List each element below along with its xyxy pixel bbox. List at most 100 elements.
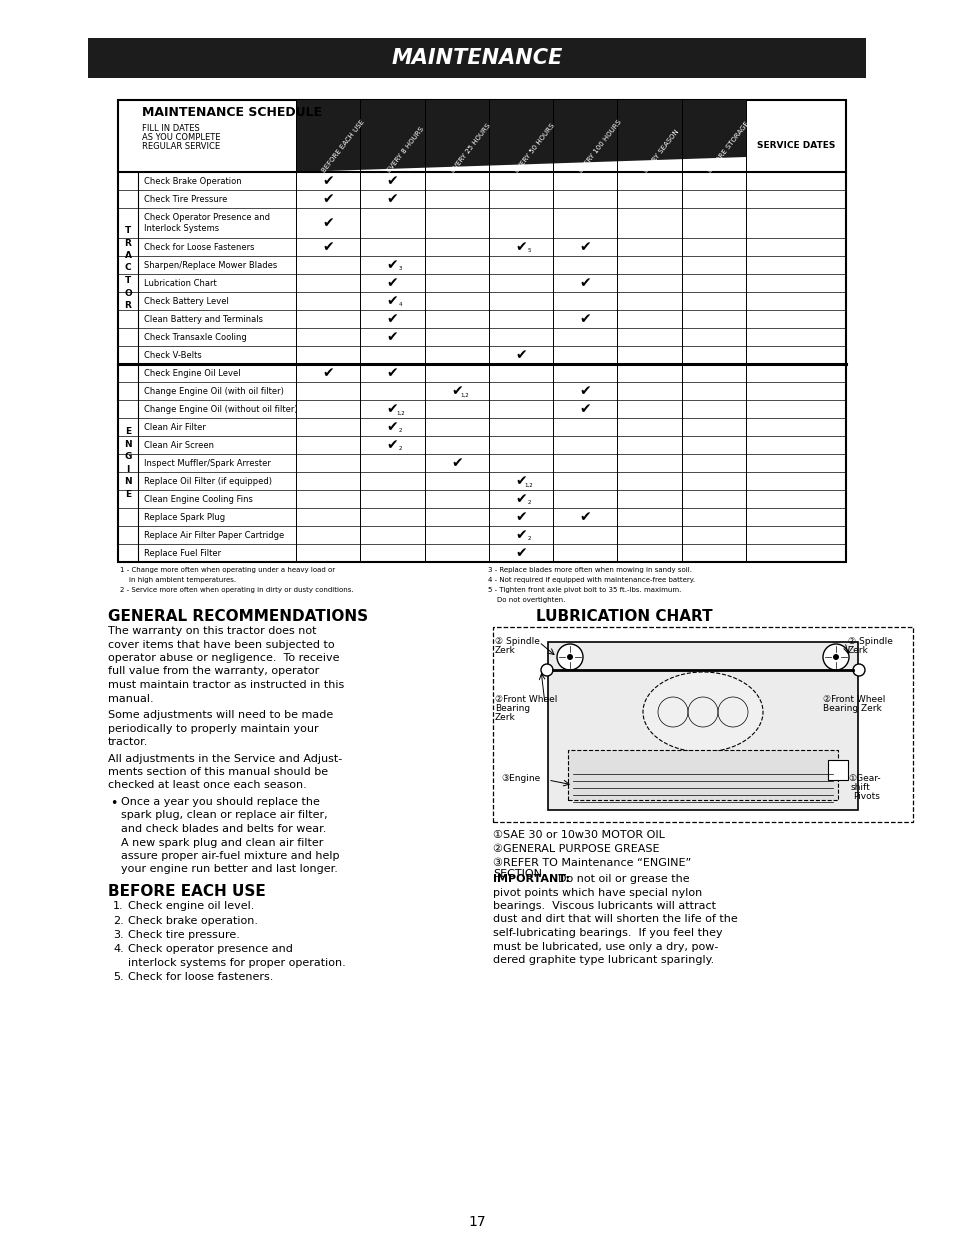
Text: 3: 3 [398, 267, 402, 272]
Bar [547, 642, 857, 810]
Text: Check V-Belts: Check V-Belts [144, 351, 201, 359]
Text: Clean Engine Cooling Fins: Clean Engine Cooling Fins [144, 494, 253, 504]
Text: 4.: 4. [112, 945, 124, 955]
Circle shape [852, 664, 864, 676]
Text: 3 - Replace blades more often when mowing in sandy soil.: 3 - Replace blades more often when mowin… [488, 567, 691, 573]
Text: ①Gear-: ①Gear- [847, 774, 880, 783]
Text: Check Engine Oil Level: Check Engine Oil Level [144, 368, 240, 378]
Text: dust and dirt that will shorten the life of the: dust and dirt that will shorten the life… [493, 914, 737, 925]
Text: ✔: ✔ [578, 403, 591, 416]
Text: ✔: ✔ [386, 275, 397, 290]
Text: ②GENERAL PURPOSE GREASE: ②GENERAL PURPOSE GREASE [493, 844, 659, 853]
Text: ✔: ✔ [578, 275, 591, 290]
Text: Check for loose fasteners.: Check for loose fasteners. [128, 972, 274, 983]
Text: 2: 2 [398, 429, 402, 433]
Text: 4: 4 [398, 303, 402, 308]
Text: T
R
A
C
T
O
R: T R A C T O R [124, 226, 132, 310]
Text: ✔: ✔ [386, 174, 397, 188]
Bar [118, 100, 845, 562]
Text: 2.: 2. [112, 915, 124, 925]
Text: 2 - Service more often when operating in dirty or dusty conditions.: 2 - Service more often when operating in… [120, 587, 354, 593]
Text: ✔: ✔ [515, 474, 526, 488]
Text: Clean Air Filter: Clean Air Filter [144, 422, 206, 431]
Text: BEFORE EACH USE: BEFORE EACH USE [108, 884, 266, 899]
Text: Check tire pressure.: Check tire pressure. [128, 930, 239, 940]
Text: assure proper air-fuel mixture and help: assure proper air-fuel mixture and help [121, 851, 339, 861]
Text: ✔: ✔ [386, 258, 397, 272]
Text: ✔: ✔ [322, 191, 334, 206]
Text: shift: shift [850, 783, 870, 792]
Circle shape [566, 655, 573, 659]
Text: must be lubricated, use only a dry, pow-: must be lubricated, use only a dry, pow- [493, 941, 718, 951]
Text: ✔: ✔ [322, 366, 334, 380]
Text: ✔: ✔ [386, 366, 397, 380]
Text: Change Engine Oil (with oil filter): Change Engine Oil (with oil filter) [144, 387, 284, 395]
Text: Check Brake Operation: Check Brake Operation [144, 177, 241, 185]
Text: ②Front Wheel: ②Front Wheel [495, 695, 557, 704]
Text: Check Battery Level: Check Battery Level [144, 296, 229, 305]
Text: ✔: ✔ [386, 312, 397, 326]
Text: cover items that have been subjected to: cover items that have been subjected to [108, 640, 335, 650]
Text: ✔: ✔ [515, 348, 526, 362]
Text: Replace Fuel Filter: Replace Fuel Filter [144, 548, 221, 557]
Text: ✔: ✔ [386, 191, 397, 206]
Text: 4 - Not required if equipped with maintenance-free battery.: 4 - Not required if equipped with mainte… [488, 577, 695, 583]
Text: Bearing Zerk: Bearing Zerk [822, 704, 881, 713]
Text: ✔: ✔ [386, 438, 397, 452]
Text: ✔: ✔ [515, 546, 526, 559]
Text: MAINTENANCE SCHEDULE: MAINTENANCE SCHEDULE [142, 106, 322, 119]
Text: Check Operator Presence and
Interlock Systems: Check Operator Presence and Interlock Sy… [144, 212, 270, 233]
Text: ✔: ✔ [578, 384, 591, 398]
Text: Bearing: Bearing [495, 704, 530, 713]
Text: ②Front Wheel: ②Front Wheel [822, 695, 884, 704]
Text: ③REFER TO Maintenance “ENGINE”: ③REFER TO Maintenance “ENGINE” [493, 858, 691, 868]
Text: ✔: ✔ [451, 456, 462, 471]
Text: •: • [110, 797, 117, 810]
Text: 1,2: 1,2 [524, 483, 533, 488]
Text: 1,2: 1,2 [460, 393, 469, 398]
Text: Check brake operation.: Check brake operation. [128, 915, 257, 925]
Text: ①SAE 30 or 10w30 MOTOR OIL: ①SAE 30 or 10w30 MOTOR OIL [493, 830, 664, 840]
Bar [567, 750, 837, 800]
Polygon shape [295, 100, 745, 172]
Text: Check engine oil level.: Check engine oil level. [128, 902, 254, 911]
Text: 2: 2 [398, 447, 402, 452]
Bar [827, 760, 847, 781]
Text: ✔: ✔ [322, 240, 334, 254]
Text: BEFORE EACH USE: BEFORE EACH USE [321, 119, 366, 174]
Text: Zerk: Zerk [495, 713, 516, 722]
Text: EVERY SEASON: EVERY SEASON [642, 128, 679, 174]
Bar [88, 38, 865, 78]
Text: checked at least once each season.: checked at least once each season. [108, 781, 307, 790]
Bar [493, 627, 912, 823]
Text: MAINTENANCE: MAINTENANCE [391, 48, 562, 68]
Text: LUBRICATION CHART: LUBRICATION CHART [536, 609, 712, 624]
Text: ✔: ✔ [322, 174, 334, 188]
Text: Once a year you should replace the: Once a year you should replace the [121, 797, 319, 806]
Text: Zerk: Zerk [847, 646, 868, 655]
Text: Replace Air Filter Paper Cartridge: Replace Air Filter Paper Cartridge [144, 531, 284, 540]
Text: Inspect Muffler/Spark Arrester: Inspect Muffler/Spark Arrester [144, 458, 271, 468]
Text: Replace Spark Plug: Replace Spark Plug [144, 513, 225, 521]
Text: 3.: 3. [112, 930, 124, 940]
Text: EVERY 100 HOURS: EVERY 100 HOURS [578, 120, 622, 174]
Text: The warranty on this tractor does not: The warranty on this tractor does not [108, 626, 316, 636]
Text: ✔: ✔ [515, 492, 526, 506]
Text: ✔: ✔ [578, 312, 591, 326]
Ellipse shape [642, 672, 762, 752]
Text: ② Spindle: ② Spindle [495, 637, 539, 646]
Text: ✔: ✔ [515, 510, 526, 524]
Circle shape [832, 655, 838, 659]
Text: Sharpen/Replace Mower Blades: Sharpen/Replace Mower Blades [144, 261, 277, 269]
Text: must maintain tractor as instructed in this: must maintain tractor as instructed in t… [108, 680, 344, 690]
Text: 5 - Tighten front axle pivot bolt to 35 ft.-lbs. maximum.: 5 - Tighten front axle pivot bolt to 35 … [488, 587, 680, 593]
Text: periodically to properly maintain your: periodically to properly maintain your [108, 724, 318, 734]
Text: Zerk: Zerk [495, 646, 516, 655]
Text: Pivots: Pivots [852, 792, 879, 802]
Text: ✔: ✔ [451, 384, 462, 398]
Text: Do not oil or grease the: Do not oil or grease the [551, 874, 689, 884]
Text: ✔: ✔ [386, 403, 397, 416]
Text: Check Tire Pressure: Check Tire Pressure [144, 194, 227, 204]
Text: All adjustments in the Service and Adjust-: All adjustments in the Service and Adjus… [108, 753, 342, 763]
Text: Check operator presence and: Check operator presence and [128, 945, 293, 955]
